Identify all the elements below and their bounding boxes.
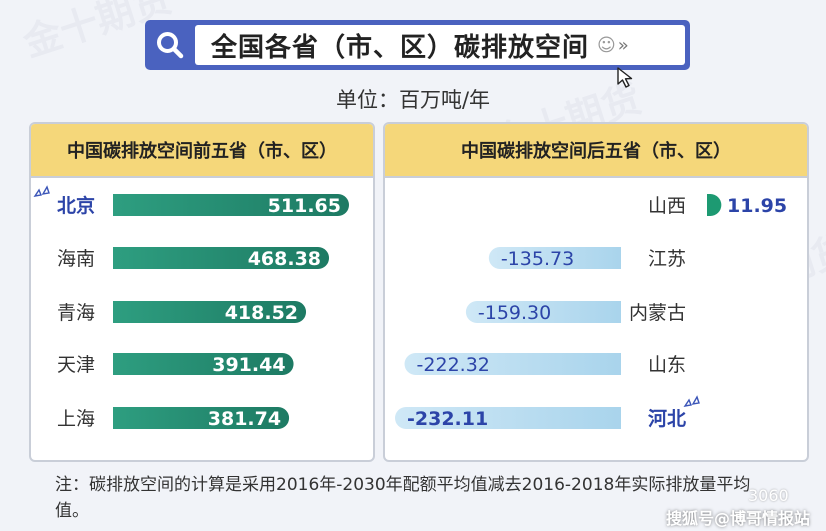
bottom-five-chart: 山西 11.95 -135.73 江苏 -159.30 内蒙古 -222.32 山东 -232.… — [395, 194, 787, 430]
bottom-five-title: 中国碳排放空间后五省（市、区） — [385, 124, 807, 178]
category-label: 天津 — [57, 354, 95, 376]
category-label: 北京 — [57, 194, 95, 217]
category-label: 山西 — [648, 195, 686, 217]
top-five-title: 中国碳排放空间前五省（市、区） — [31, 124, 373, 178]
bar — [465, 301, 621, 323]
credit-line-1: 3060 — [748, 486, 789, 505]
double-chevron-icon: » — [617, 34, 629, 56]
value-label: 391.44 — [212, 354, 285, 376]
value-label: -222.32 — [417, 354, 490, 376]
category-label: 海南 — [57, 248, 95, 270]
value-label: 511.65 — [268, 195, 341, 217]
value-label: 418.52 — [225, 302, 298, 324]
bar — [707, 194, 722, 216]
bar — [113, 301, 307, 323]
value-label: -159.30 — [478, 302, 551, 324]
bar — [488, 247, 621, 269]
top-five-panel: 中国碳排放空间前五省（市、区） 北京 511.65 海南 468.38 青海 418.52… — [29, 122, 375, 462]
bar — [113, 407, 290, 429]
category-label: 上海 — [57, 408, 95, 430]
value-label: -135.73 — [501, 248, 574, 270]
sparkle-icon — [683, 395, 700, 407]
category-label: 江苏 — [648, 248, 686, 270]
category-label: 河北 — [648, 408, 686, 430]
category-label: 山东 — [648, 354, 686, 376]
footnote: 注：碳排放空间的计算是采用2016年-2030年配额平均值减去2016-2018… — [55, 475, 751, 521]
category-label: 青海 — [57, 302, 95, 324]
value-label: 11.95 — [727, 195, 787, 217]
bar — [113, 194, 349, 216]
credit-watermark: 搜狐号@博哥情报站 — [666, 509, 811, 528]
unit-label: 单位：百万吨/年 — [335, 88, 491, 112]
value-label: 381.74 — [208, 408, 281, 430]
bar — [113, 353, 294, 375]
search-icon — [151, 26, 189, 64]
title-box: 全国各省（市、区）碳排放空间 ☺ » — [195, 25, 685, 65]
bar — [404, 353, 621, 375]
sparkle-icon — [33, 185, 50, 197]
category-label: 内蒙古 — [629, 302, 686, 324]
top-five-chart: 北京 511.65 海南 468.38 青海 418.52 天津 391.44 上海 381.74 — [33, 185, 349, 430]
page-title: 全国各省（市、区）碳排放空间 — [211, 32, 590, 63]
smile-icon: ☺ — [597, 34, 616, 56]
value-label: -232.11 — [407, 408, 488, 430]
bar — [395, 407, 621, 429]
bottom-five-panel: 中国碳排放空间后五省（市、区） 山西 11.95 -135.73 江苏 -159.30 内… — [383, 122, 809, 462]
cursor-icon — [615, 66, 637, 94]
value-label: 468.38 — [248, 248, 321, 270]
title-bar: 全国各省（市、区）碳排放空间 ☺ » — [145, 20, 690, 70]
bar — [113, 247, 330, 269]
